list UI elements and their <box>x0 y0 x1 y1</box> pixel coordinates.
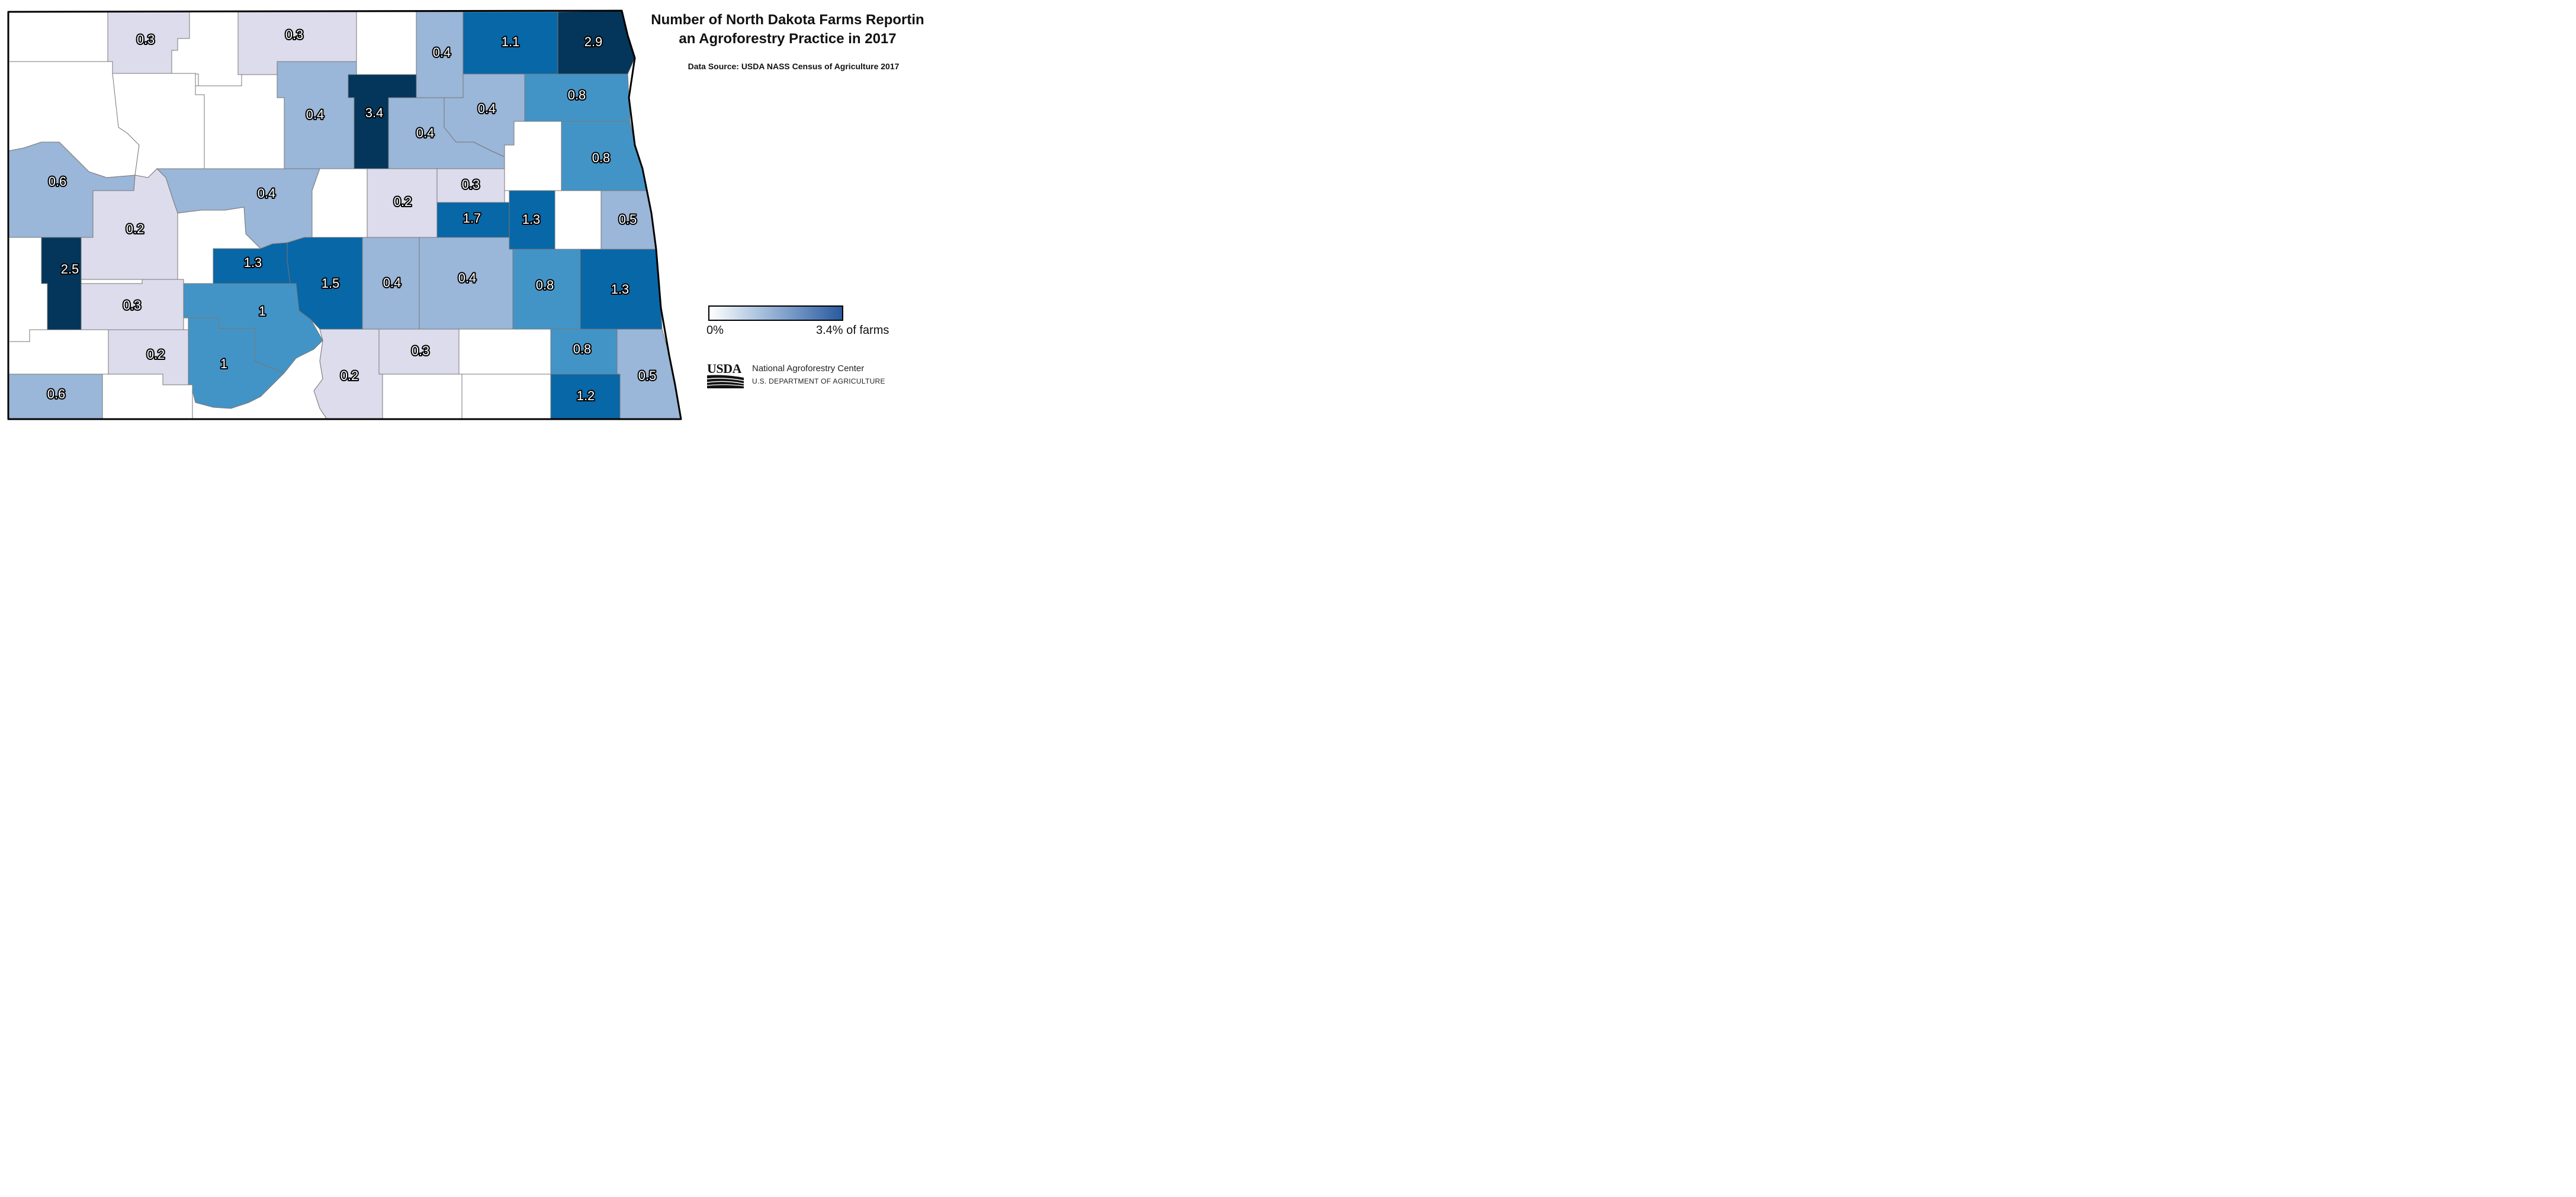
county-divide <box>8 11 108 62</box>
credit-department: U.S. DEPARTMENT OF AGRICULTURE <box>752 377 885 385</box>
value-label-morton: 1 <box>259 304 266 318</box>
value-label-cavalier: 1.1 <box>502 34 520 49</box>
state-outline <box>7 9 682 420</box>
value-label-burke: 0.3 <box>137 32 155 47</box>
value-label-barnes: 0.8 <box>536 278 554 292</box>
data-source: Data Source: USDA NASS Census of Agricul… <box>688 62 900 71</box>
county-billings <box>8 237 48 342</box>
value-label-mckenzie: 0.6 <box>49 174 67 189</box>
county-sioux <box>192 339 327 420</box>
value-label-grand-forks: 0.8 <box>592 150 611 165</box>
map-title-line2: an Agroforestry Practice in 2017 <box>679 31 897 47</box>
value-label-richland: 0.5 <box>638 368 657 383</box>
usda-logo-text: USDA <box>707 361 741 376</box>
value-label-wells: 0.2 <box>394 194 412 209</box>
county-lamoure <box>458 329 551 375</box>
value-label-benson: 0.4 <box>416 126 435 140</box>
value-label-eddy: 0.3 <box>462 177 480 192</box>
county-map: 0.3 0.3 0.4 1.1 2.9 0.4 3.4 0.4 0.4 0.8 0.8 0.6 0.4 0… <box>7 9 682 420</box>
county-ward <box>195 74 285 169</box>
county-sheridan <box>311 168 368 238</box>
value-label-oliver: 1.3 <box>244 255 262 270</box>
value-labels-layer: 0.3 0.3 0.4 1.1 2.9 0.4 3.4 0.4 0.4 0.8 0.8 0.6 0.4 0… <box>46 26 658 404</box>
value-label-sargent: 1.2 <box>577 388 595 403</box>
value-label-ramsey: 0.4 <box>478 101 496 116</box>
county-steele <box>554 190 602 250</box>
value-label-dunn: 0.2 <box>126 221 144 236</box>
value-label-cass: 1.3 <box>611 282 629 297</box>
value-label-pierce: 3.4 <box>365 105 384 120</box>
value-label-stark: 0.3 <box>123 298 142 313</box>
legend-max-label: 3.4% of farms <box>816 324 889 337</box>
value-label-ransom: 0.8 <box>573 342 592 356</box>
value-label-stutsman: 0.4 <box>458 271 477 285</box>
value-label-bottineau: 0.3 <box>285 27 304 42</box>
county-dickey <box>461 374 551 420</box>
value-label-mclean: 0.4 <box>258 186 276 201</box>
county-mcintosh <box>382 374 462 420</box>
usda-field-icon <box>707 375 744 388</box>
value-label-logan: 0.3 <box>412 343 430 358</box>
value-label-bowman: 0.6 <box>47 387 66 401</box>
value-label-grant: 1 <box>220 356 227 371</box>
value-label-foster: 1.7 <box>463 211 481 226</box>
value-label-griggs: 1.3 <box>522 212 541 227</box>
value-label-hettinger: 0.2 <box>147 347 165 362</box>
value-label-pembina: 2.9 <box>584 34 603 49</box>
value-label-burleigh: 1.5 <box>322 276 340 291</box>
legend-min-label: 0% <box>706 324 724 337</box>
value-label-towner: 0.4 <box>433 45 451 60</box>
value-label-traill: 0.5 <box>619 212 637 227</box>
value-label-mchenry: 0.4 <box>306 107 325 122</box>
value-label-golden-valley: 2.5 <box>61 262 79 276</box>
map-title: Number of North Dakota Farms Reportin an… <box>643 11 933 49</box>
usda-logo: USDA <box>707 361 744 388</box>
legend-color-bar <box>708 305 843 321</box>
value-label-walsh: 0.8 <box>568 88 586 102</box>
map-title-line1: Number of North Dakota Farms Reportin <box>651 12 924 28</box>
county-rolette <box>356 11 417 75</box>
value-label-emmons: 0.2 <box>341 368 359 383</box>
counties-layer <box>8 10 682 420</box>
credit-center-name: National Agroforestry Center <box>752 363 865 374</box>
value-label-kidder: 0.4 <box>383 275 402 290</box>
